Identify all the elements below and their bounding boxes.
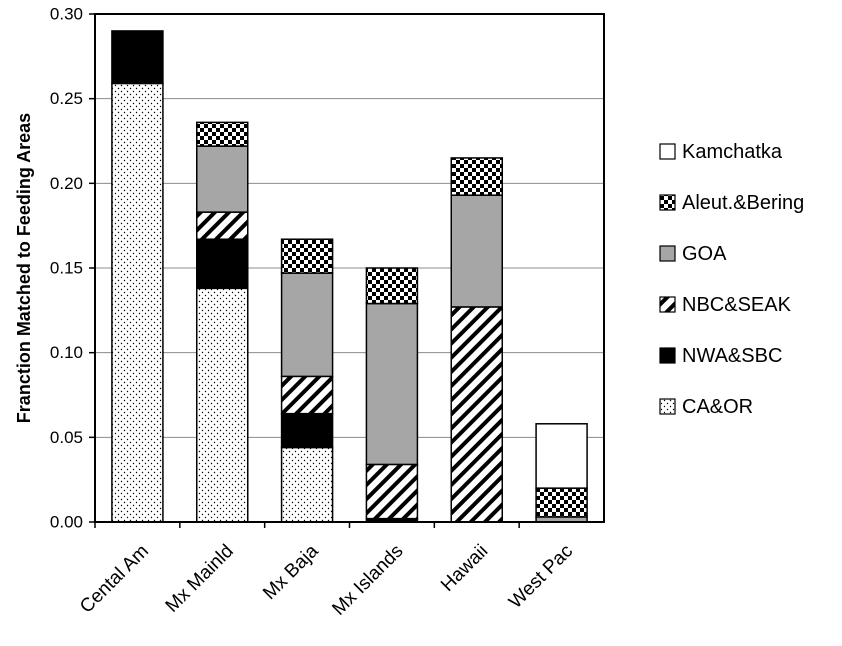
bar-segment [535, 487, 588, 518]
bar-segment [280, 238, 334, 274]
x-category-label: Mx Mainld [162, 541, 238, 617]
legend-label: Kamchatka [682, 141, 783, 163]
legend-swatch [659, 347, 676, 364]
x-category-label: Mx Baja [259, 540, 323, 604]
bar-segment [280, 375, 334, 415]
y-tick-label: 0.10 [50, 343, 83, 362]
legend-swatch [659, 194, 676, 211]
y-tick-label: 0.20 [50, 174, 83, 193]
bar-segment [111, 30, 164, 85]
legend-swatch [659, 143, 676, 160]
x-category-label: Mx Islands [328, 541, 407, 620]
bar-segment [365, 302, 419, 466]
legend-label: CA&OR [682, 396, 753, 418]
y-axis-title: Franction Matched to Feeding Areas [14, 113, 34, 423]
y-tick-label: 0.00 [50, 513, 83, 532]
bar-segment [280, 272, 334, 378]
x-category-label: Hawaii [437, 541, 492, 596]
bars [111, 30, 588, 523]
legend-label: Aleut.&Bering [682, 192, 804, 214]
legend-label: NWA&SBC [682, 345, 782, 367]
bar-segment [196, 121, 249, 147]
legend-swatch [659, 245, 676, 262]
y-tick-label: 0.05 [50, 428, 83, 447]
legend-swatch [659, 398, 676, 415]
legend-label: GOA [682, 243, 727, 265]
y-tick-label: 0.25 [50, 89, 83, 108]
bar-segment [111, 82, 164, 523]
bar-segment [196, 211, 249, 240]
bar-segment [365, 267, 419, 305]
bar-segment [450, 194, 503, 308]
bar-segment [280, 412, 334, 449]
y-tick-label: 0.30 [50, 5, 83, 24]
y-axis-ticks: 0.00 0.05 0.10 0.15 0.20 0.25 0.30 [50, 5, 95, 532]
bar-segment [365, 463, 419, 520]
bar-segment [196, 145, 249, 213]
legend-swatch [659, 296, 676, 313]
x-category-label: West Pac [505, 541, 577, 613]
x-axis-labels: Cental Am Mx Mainld Mx Baja Mx Islands Hawai… [76, 522, 577, 620]
legend: Kamchatka Aleut.&Bering GOA NBC&SEAK NWA&SBC… [659, 141, 804, 418]
bar-segment [196, 287, 249, 523]
y-tick-label: 0.15 [50, 259, 83, 278]
bar-segment [280, 446, 334, 523]
x-category-label: Cental Am [76, 541, 153, 618]
bar-segment [535, 423, 588, 489]
gridlines [95, 98, 604, 438]
bar-segment [450, 157, 503, 196]
legend-label: NBC&SEAK [682, 294, 792, 316]
bar-segment [196, 238, 249, 290]
bar-segment [450, 306, 503, 523]
